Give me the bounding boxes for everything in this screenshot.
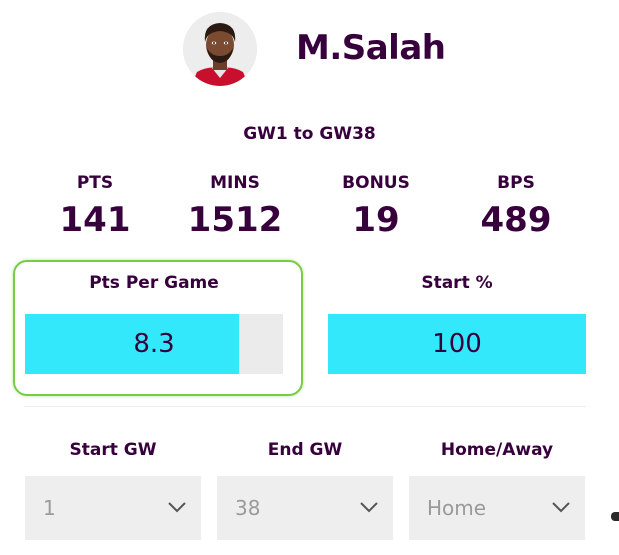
stat-value: 489 (480, 200, 552, 240)
filter-start-gw: Start GW 1 (25, 438, 201, 540)
stat-bonus: BONUS 19 (301, 172, 451, 240)
stat-label: BONUS (342, 173, 410, 193)
player-header: M.Salah (0, 0, 619, 110)
end-gw-select[interactable]: 38 (217, 476, 393, 540)
filter-label: Home/Away (440, 440, 554, 460)
filter-home-away: Home/Away Home (409, 438, 585, 540)
divider (24, 406, 586, 407)
chevron-down-icon (168, 502, 186, 513)
filter-end-gw: End GW 38 (217, 438, 393, 540)
bar-fill (25, 314, 240, 374)
player-avatar (183, 12, 257, 86)
metric-label: Pts Per Game (89, 273, 219, 293)
chevron-down-icon (360, 502, 378, 513)
stat-bps: BPS 489 (441, 172, 591, 240)
stat-pts: PTS 141 (20, 172, 170, 240)
select-value: 1 (43, 496, 56, 520)
chevron-down-icon (552, 502, 570, 513)
stat-value: 19 (352, 200, 400, 240)
stat-value: 1512 (187, 200, 283, 240)
player-name: M.Salah (296, 28, 446, 68)
stat-label: MINS (210, 173, 260, 193)
player-avatar-icon (183, 12, 257, 86)
edge-indicator (611, 512, 619, 521)
home-away-select[interactable]: Home (409, 476, 585, 540)
metric-label: Start % (421, 273, 493, 293)
gameweek-range: GW1 to GW38 (243, 124, 376, 144)
filter-label: Start GW (69, 440, 157, 460)
select-value: Home (427, 496, 487, 520)
metric-pts-per-game[interactable]: Pts Per Game 8.3 (25, 262, 283, 382)
bar-value: 8.3 (133, 329, 175, 359)
stat-label: BPS (497, 173, 535, 193)
filter-label: End GW (267, 440, 343, 460)
start-pct-bar: 100 (328, 314, 586, 374)
metric-start-pct[interactable]: Start % 100 (328, 262, 586, 382)
stat-mins: MINS 1512 (160, 172, 310, 240)
select-value: 38 (235, 496, 261, 520)
bar-value: 100 (432, 329, 482, 359)
start-gw-select[interactable]: 1 (25, 476, 201, 540)
pts-per-game-bar: 8.3 (25, 314, 283, 374)
selected-metric-highlight (13, 260, 303, 396)
bar-fill (328, 314, 586, 374)
stat-value: 141 (59, 200, 131, 240)
stat-label: PTS (76, 173, 114, 193)
